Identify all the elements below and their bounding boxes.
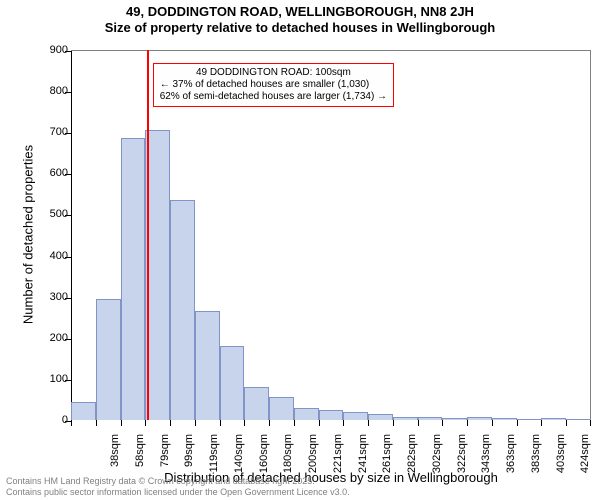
x-tick-label: 302sqm: [431, 434, 443, 484]
y-tick-label: 400: [50, 250, 68, 262]
histogram-bar: [393, 417, 418, 420]
y-tick-label: 500: [50, 208, 68, 220]
x-tick-label: 322sqm: [456, 434, 468, 484]
annotation-line: 49 DODDINGTON ROAD: 100sqm: [160, 67, 387, 79]
histogram-bar: [269, 397, 294, 420]
histogram-bar: [319, 410, 344, 420]
x-tick-label: 261sqm: [381, 434, 393, 484]
histogram-bar: [368, 414, 393, 420]
y-tick-label: 700: [50, 126, 68, 138]
y-tick-label: 100: [50, 373, 68, 385]
chart-container: 49, DODDINGTON ROAD, WELLINGBOROUGH, NN8…: [0, 0, 600, 500]
histogram-bar: [566, 419, 591, 420]
x-tick-label: 403sqm: [555, 434, 567, 484]
property-marker-line: [147, 50, 149, 420]
annotation-line: 62% of semi-detached houses are larger (…: [160, 91, 387, 103]
y-tick-label: 900: [50, 44, 68, 56]
x-tick-label: 140sqm: [233, 434, 245, 484]
histogram-bar: [467, 417, 492, 420]
histogram-bar: [294, 408, 319, 420]
x-tick-label: 99sqm: [183, 434, 195, 484]
histogram-bar: [517, 419, 542, 420]
histogram-bar: [121, 138, 146, 420]
histogram-bar: [71, 402, 96, 421]
x-tick-label: 38sqm: [109, 434, 121, 484]
histogram-bar: [541, 418, 566, 420]
x-tick-label: 58sqm: [134, 434, 146, 484]
histogram-bar: [96, 299, 121, 420]
histogram-bar: [244, 387, 269, 420]
y-tick-label: 600: [50, 167, 68, 179]
title-line-2: Size of property relative to detached ho…: [0, 20, 600, 36]
x-tick-label: 119sqm: [208, 434, 220, 484]
x-tick-label: 363sqm: [505, 434, 517, 484]
x-tick-label: 241sqm: [357, 434, 369, 484]
y-axis-title: Number of detached properties: [21, 135, 36, 335]
title-area: 49, DODDINGTON ROAD, WELLINGBOROUGH, NN8…: [0, 0, 600, 37]
x-tick-label: 282sqm: [406, 434, 418, 484]
footer-line-2: Contains public sector information licen…: [6, 487, 350, 498]
y-tick-label: 200: [50, 332, 68, 344]
histogram-bar: [195, 311, 220, 420]
x-tick-label: 221sqm: [332, 434, 344, 484]
y-tick-label: 800: [50, 85, 68, 97]
chart-plot-area: 49 DODDINGTON ROAD: 100sqm← 37% of detac…: [71, 50, 591, 420]
histogram-bar: [418, 417, 443, 420]
y-tick-label: 0: [62, 414, 68, 426]
histogram-bar: [220, 346, 245, 420]
histogram-bar: [145, 130, 170, 420]
footer-attribution: Contains HM Land Registry data © Crown c…: [6, 476, 350, 498]
annotation-line: ← 37% of detached houses are smaller (1,…: [160, 79, 387, 91]
x-tick-label: 200sqm: [307, 434, 319, 484]
histogram-bar: [442, 418, 467, 420]
footer-line-1: Contains HM Land Registry data © Crown c…: [6, 476, 350, 487]
histogram-bar: [170, 200, 195, 420]
title-line-1: 49, DODDINGTON ROAD, WELLINGBOROUGH, NN8…: [0, 4, 600, 20]
annotation-box: 49 DODDINGTON ROAD: 100sqm← 37% of detac…: [153, 63, 394, 107]
x-tick-label: 79sqm: [159, 434, 171, 484]
x-tick-label: 160sqm: [258, 434, 270, 484]
y-tick-label: 300: [50, 291, 68, 303]
x-tick-label: 383sqm: [530, 434, 542, 484]
x-tick-label: 343sqm: [480, 434, 492, 484]
histogram-bar: [343, 412, 368, 420]
x-tick-label: 180sqm: [282, 434, 294, 484]
x-tick-label: 424sqm: [579, 434, 591, 484]
histogram-bar: [492, 418, 517, 420]
